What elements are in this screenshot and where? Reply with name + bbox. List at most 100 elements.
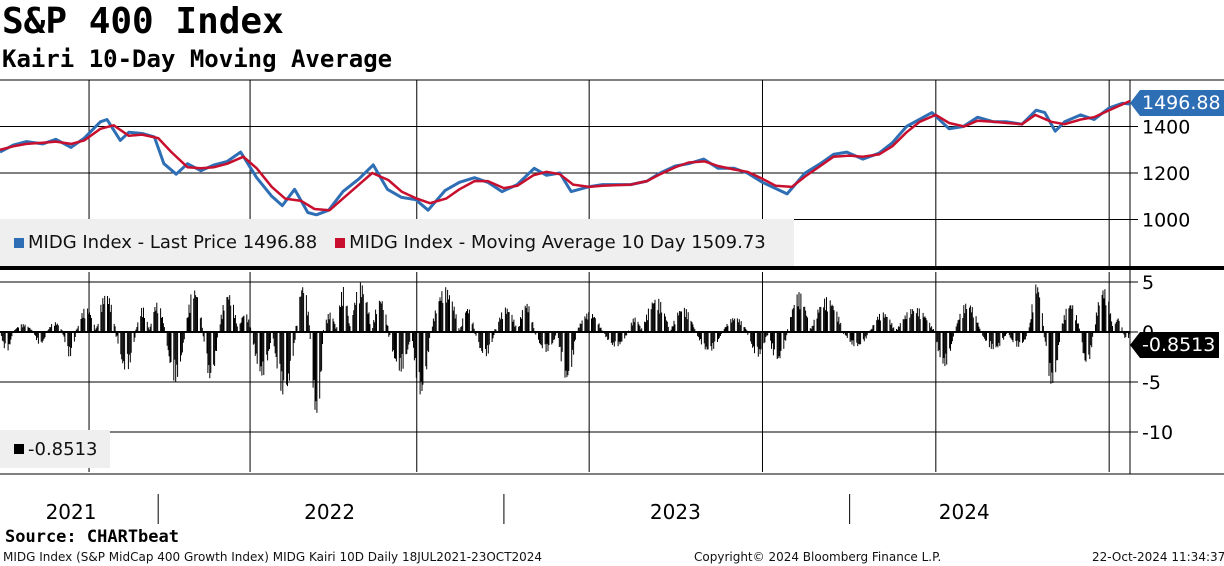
kairi-bar-571: [757, 332, 759, 357]
kairi-bar-373: [494, 329, 496, 332]
kairi-bar-92: [122, 332, 124, 364]
kairi-bar-644: [853, 332, 855, 347]
kairi-bar-427: [566, 332, 568, 378]
price-ytick-label-1: 1200: [1142, 163, 1190, 185]
kairi-bar-26: [35, 332, 36, 336]
kairi-bar-340: [451, 301, 453, 332]
kairi-bar-724: [959, 313, 961, 332]
kairi-bar-272: [360, 297, 362, 332]
kairi-bar-137: [181, 332, 183, 353]
kairi-bar-497: [659, 313, 661, 332]
kairi-bar-689: [913, 311, 915, 332]
kairi-bar-335: [445, 287, 447, 332]
kairi-bar-388: [514, 326, 516, 332]
kairi-bar-576: [764, 332, 766, 343]
kairi-bar-143: [189, 312, 191, 332]
kairi-bar-124: [163, 327, 165, 332]
kairi-bar-731: [969, 305, 971, 332]
kairi-bar-314: [415, 332, 417, 378]
kairi-bar-586: [777, 332, 779, 358]
kairi-bar-492: [652, 303, 654, 332]
kairi-bar-747: [990, 332, 992, 349]
kairi-bar-251: [333, 321, 335, 332]
price-ytick-label-0: 1000: [1142, 210, 1190, 232]
kairi-bar-700: [929, 322, 931, 332]
kairi-bar-319: [422, 332, 424, 385]
kairi-bar-218: [288, 332, 290, 381]
kairi-bar-22: [29, 327, 31, 332]
kairi-bar-786: [1042, 325, 1044, 332]
kairi-bar-569: [754, 332, 755, 354]
kairi-bar-185: [246, 314, 248, 332]
kairi-bar-429: [568, 332, 570, 371]
kairi-bar-293: [388, 332, 390, 337]
kairi-bar-172: [228, 299, 230, 332]
kairi-bar-33: [43, 332, 45, 339]
kairi-bar-488: [646, 320, 648, 332]
kairi-bar-420: [557, 332, 559, 338]
kairi-bar-87: [115, 332, 117, 337]
kairi-bar-247: [327, 314, 329, 332]
kairi-bar-39: [51, 324, 53, 332]
kairi-bar-578: [766, 332, 768, 336]
kairi-bar-550: [730, 319, 732, 332]
kairi-bar-1: [1, 332, 3, 341]
kairi-bar-160: [213, 332, 215, 365]
kairi-bar-252: [334, 323, 336, 332]
kairi-bar-703: [932, 329, 933, 332]
kairi-bar-757: [1004, 332, 1005, 337]
kairi-bar-610: [809, 328, 811, 332]
kairi-bar-642: [851, 332, 853, 345]
kairi-bar-362: [480, 332, 482, 348]
kairi-bar-540: [717, 332, 718, 342]
kairi-bar-371: [492, 332, 494, 339]
kairi-bar-831: [1102, 290, 1104, 332]
kairi-bar-835: [1108, 301, 1110, 332]
kairi-bar-506: [671, 326, 673, 332]
kairi-bar-411: [545, 332, 547, 352]
kairi-bar-580: [770, 332, 772, 341]
kairi-bar-482: [639, 325, 641, 332]
kairi-bar-826: [1095, 312, 1097, 332]
kairi-bar-408: [540, 332, 542, 346]
kairi-bar-522: [692, 324, 694, 332]
kairi-bar-602: [798, 292, 800, 332]
kairi-bar-665: [882, 312, 884, 332]
kairi-bar-528: [700, 332, 701, 339]
kairi-bar-781: [1036, 293, 1038, 332]
kairi-bar-73: [96, 326, 98, 332]
kairi-bar-382: [506, 308, 508, 332]
kairi-bar-545: [723, 329, 725, 332]
kairi-bar-717: [951, 332, 952, 345]
kairi-bar-537: [712, 332, 714, 343]
kairi-bar-341: [452, 310, 454, 332]
kairi-bar-199: [263, 332, 265, 375]
kairi-bar-399: [528, 306, 530, 332]
kairi-bar-306: [406, 332, 408, 354]
kairi-bar-392: [520, 317, 521, 332]
kairi-bar-345: [458, 328, 460, 332]
kairi-bar-151: [200, 317, 202, 332]
kairi-bar-350: [465, 312, 467, 332]
kairi-bar-475: [630, 322, 632, 332]
kairi-bar-174: [230, 305, 232, 332]
kairi-bar-119: [157, 313, 159, 332]
kairi-bar-235: [312, 332, 314, 388]
kairi-bar-221: [293, 332, 295, 343]
kairi-bar-439: [581, 320, 583, 332]
kairi-bar-701: [930, 327, 932, 332]
kairi-bar-775: [1028, 327, 1030, 332]
kairi-bar-566: [751, 332, 753, 344]
kairi-bar-600: [796, 294, 798, 332]
kairi-bar-589: [780, 332, 782, 351]
kairi-bar-228: [302, 287, 304, 332]
kairi-bar-232: [307, 311, 309, 332]
kairi-bar-372: [493, 332, 495, 336]
kairi-bar-226: [300, 296, 302, 332]
kairi-bar-733: [971, 307, 973, 332]
kairi-bar-233: [308, 325, 310, 332]
kairi-bar-755: [1002, 332, 1004, 338]
kairi-bar-102: [135, 329, 137, 332]
kairi-bar-489: [647, 308, 649, 332]
kairi-bar-585: [776, 332, 778, 360]
